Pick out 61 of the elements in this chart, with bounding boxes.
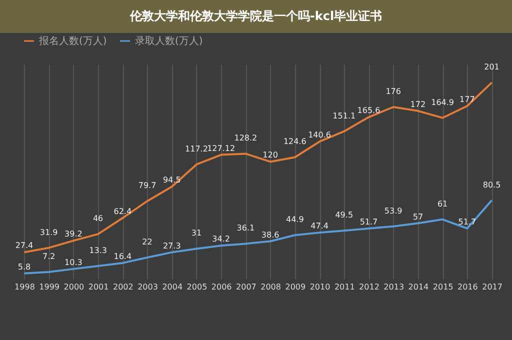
data-label: 120 [262,150,278,160]
x-tick-label: 2014 [408,282,429,292]
data-label: 176 [386,87,401,96]
x-tick-label: 2000 [64,282,84,292]
x-tick-label: 2017 [482,282,502,292]
data-label: 62.4 [114,207,132,216]
data-label: 51.7 [360,217,378,226]
data-label: 10.3 [64,258,82,267]
x-tick-label: 2015 [432,282,454,292]
data-label: 5.8 [18,262,31,272]
data-label: 117.2 [185,144,208,154]
legend-label: 报名人数(万人) [38,35,107,47]
data-label: 57 [412,212,424,222]
data-label: 165.6 [357,106,380,116]
data-label: 79.7 [138,181,156,190]
x-tick-label: 1999 [39,282,60,292]
x-tick-label: 2008 [260,282,281,292]
data-label: 46 [92,214,104,224]
x-tick-label: 2002 [112,282,134,292]
data-label: 38.6 [261,230,280,240]
data-label: 201 [484,62,500,72]
chart-title: 伦敦大学和伦敦大学学院是一个吗-kcl毕业证书 [0,0,512,33]
x-tick-label: 1998 [14,282,35,292]
data-label: 49.5 [335,210,354,220]
x-tick-label: 2007 [236,282,256,292]
data-label: 31 [191,228,202,238]
data-label: 47.4 [310,222,328,231]
legend-label: 录取人数(万人) [135,36,203,47]
data-label: 44.9 [286,215,304,224]
x-tick-label: 2009 [285,282,306,292]
data-label: 124.6 [283,137,306,146]
data-label: 177 [460,95,475,104]
data-label: 36.1 [236,224,255,233]
data-label: 172 [410,100,426,109]
x-tick-label: 2005 [186,282,208,292]
x-tick-label: 2011 [334,282,355,292]
data-label: 53.9 [384,206,402,216]
data-label: 7.2 [42,252,56,261]
x-tick-label: 2003 [138,282,158,292]
data-label: 127.12 [207,144,236,153]
x-tick-label: 2006 [211,282,232,292]
data-label: 80.5 [482,180,501,190]
data-label: 31.9 [40,228,58,237]
data-label: 164.9 [431,98,454,107]
x-tick-label: 2016 [457,282,478,292]
x-tick-label: 2012 [359,282,380,292]
x-tick-label: 2013 [384,282,404,292]
x-tick-label: 2004 [162,282,183,292]
data-label: 151.1 [332,111,356,120]
data-label: 22 [142,238,152,246]
data-label: 13.3 [89,246,107,255]
data-label: 34.2 [212,234,230,244]
data-label: 140.6 [308,130,331,140]
data-label: 27.4 [15,241,34,250]
x-tick-label: 2010 [310,282,330,292]
data-label: 128.2 [234,134,258,143]
x-tick-label: 2001 [88,282,109,292]
data-label: 39.2 [64,230,82,239]
data-label: 61 [437,199,448,208]
data-label: 27.3 [162,241,181,250]
data-label: 16.4 [114,252,132,261]
